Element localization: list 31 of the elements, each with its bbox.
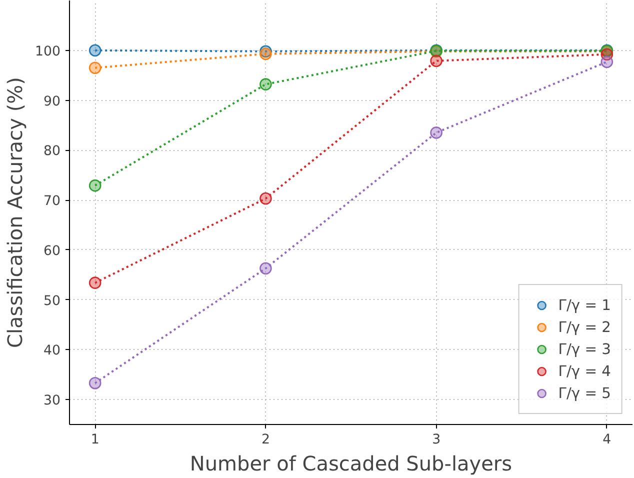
legend-label: Γ/γ = 4 [558, 362, 611, 380]
point [88, 62, 102, 74]
y-tick-label: 60 [44, 244, 61, 259]
point [430, 54, 442, 67]
x-tick-label: 2 [261, 432, 270, 448]
legend-label: Γ/γ = 5 [558, 384, 611, 402]
x-tick-label: 3 [432, 432, 441, 448]
point [88, 376, 102, 390]
y-tick-label: 30 [44, 394, 61, 409]
y-tick-label: 70 [44, 194, 61, 210]
y-tick-label: 90 [44, 94, 61, 110]
x-tick-label: 4 [602, 432, 612, 448]
legend-label: Γ/γ = 3 [558, 340, 611, 358]
point [430, 126, 442, 139]
x-axis-title: Number of Cascaded Sub-layers [190, 452, 512, 476]
y-tick-label: 40 [44, 344, 61, 359]
legend-label: Γ/γ = 1 [558, 296, 611, 314]
y-tick-label: 50 [44, 294, 61, 309]
point [260, 192, 272, 205]
point [600, 56, 614, 68]
point [260, 262, 272, 275]
point [260, 78, 272, 90]
y-axis-title: Classification Accuracy (%) [3, 77, 28, 348]
y-tick-label: 80 [44, 144, 61, 160]
y-tick-label: 100 [35, 44, 61, 60]
point [260, 48, 272, 60]
point [88, 179, 102, 192]
legend-label: Γ/γ = 2 [558, 318, 611, 336]
point [88, 276, 102, 289]
x-tick-label: 1 [90, 432, 100, 448]
point [88, 44, 102, 57]
